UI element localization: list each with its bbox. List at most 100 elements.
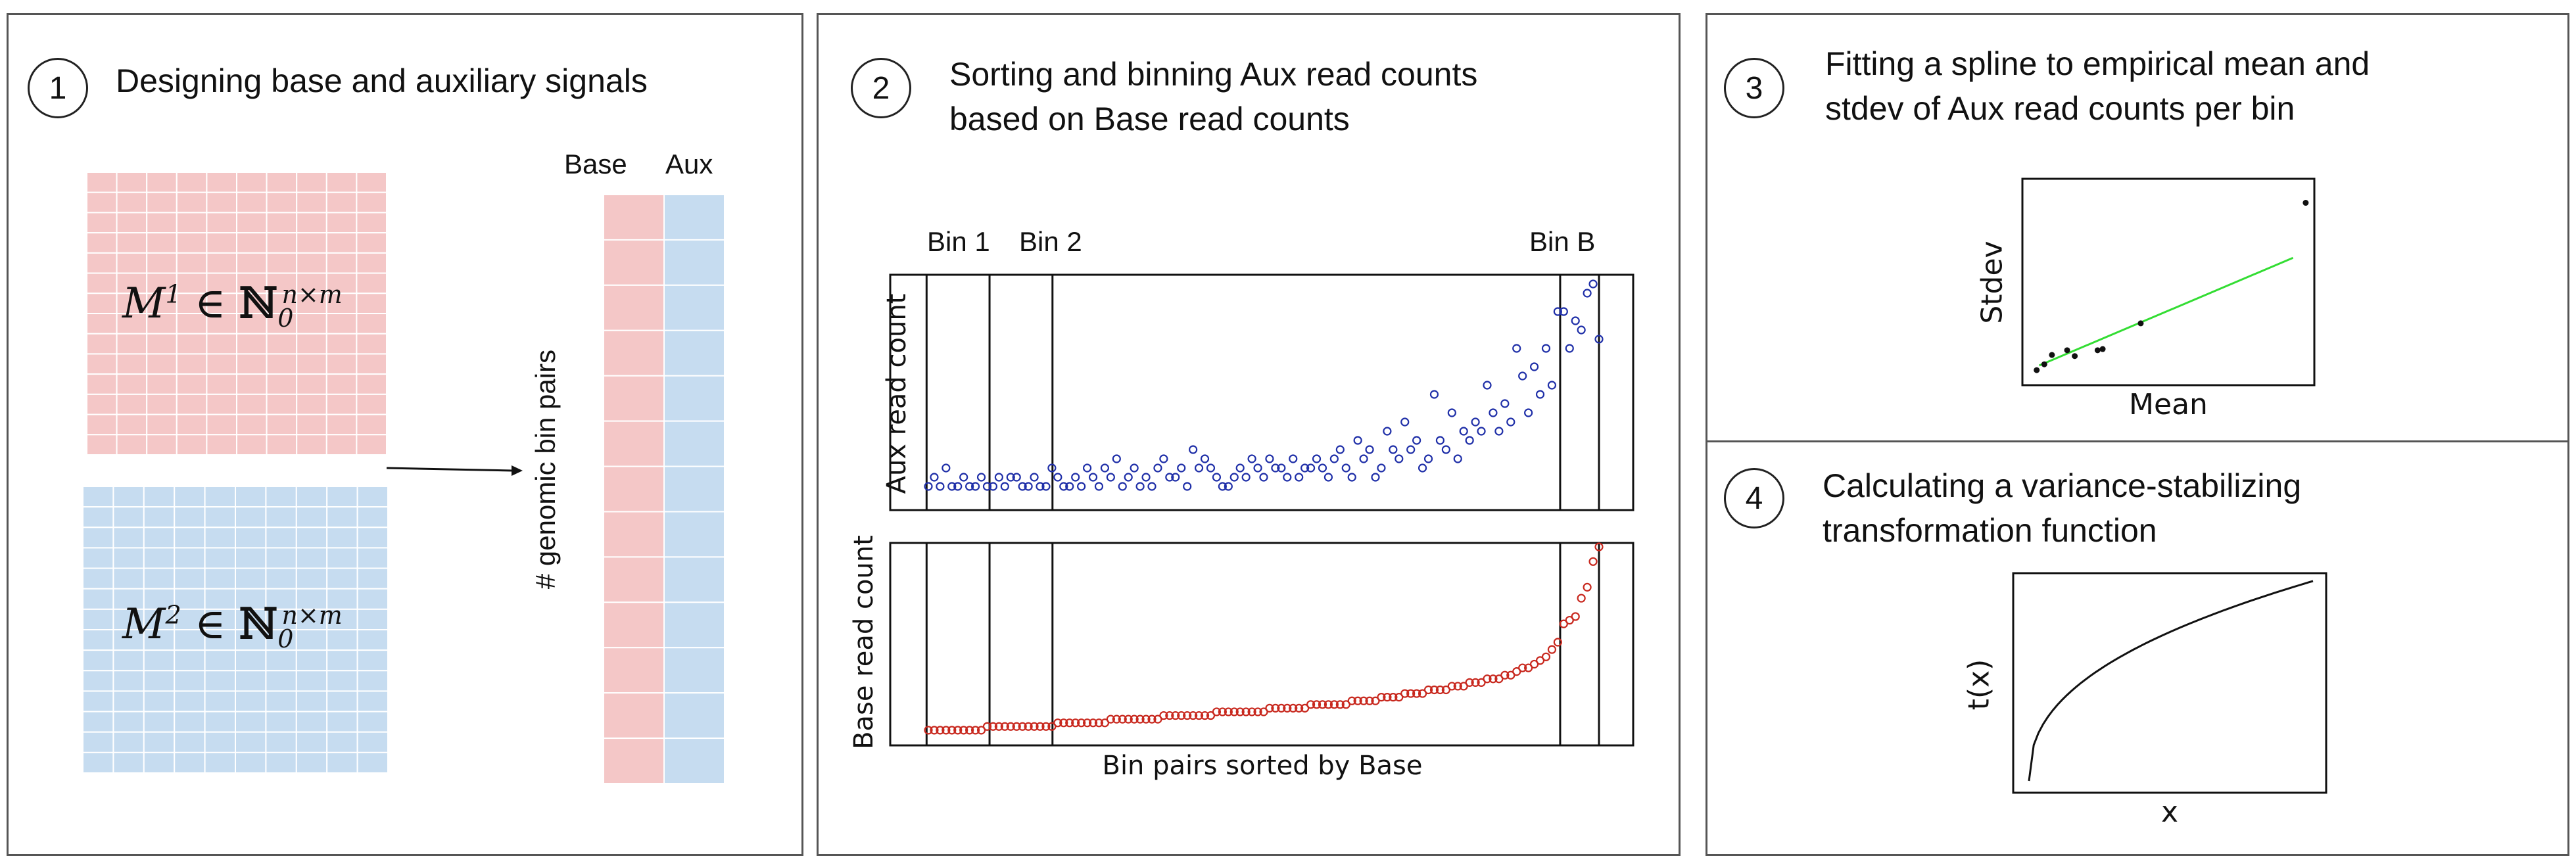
base-point <box>1553 638 1562 647</box>
aux-cell <box>663 375 725 422</box>
base-point <box>1036 722 1045 731</box>
spline-plot-frame <box>2021 177 2316 387</box>
base-point <box>1077 718 1086 728</box>
matrix-cell <box>236 191 268 214</box>
base-point <box>1412 689 1421 698</box>
base-point <box>982 722 992 731</box>
aux-point <box>1406 445 1416 454</box>
matrix-cell <box>176 272 208 294</box>
aux-point <box>1329 454 1339 463</box>
base-point <box>1183 711 1192 720</box>
matrix-cell <box>356 547 389 569</box>
base-point <box>1318 700 1327 709</box>
base-point <box>1229 707 1239 716</box>
matrix-cell <box>206 191 237 214</box>
aux-cell <box>663 284 725 331</box>
aux-point <box>924 482 933 491</box>
base-point <box>1329 700 1339 709</box>
matrix-m2 <box>82 486 389 774</box>
base-point <box>1006 722 1015 731</box>
matrix-cell <box>325 191 358 214</box>
matrix-cell <box>356 506 389 528</box>
aux-point <box>1553 307 1562 316</box>
base-point <box>1000 722 1009 731</box>
matrix-cell <box>176 313 208 335</box>
mean-stdev-point <box>2094 347 2101 354</box>
aux-point <box>1141 473 1151 482</box>
aux-point <box>1489 408 1498 417</box>
mean-stdev-point <box>2137 320 2144 327</box>
matrix-cell <box>204 527 237 549</box>
aux-point <box>1506 417 1515 427</box>
aux-point <box>1289 454 1298 463</box>
matrix-cell <box>143 670 176 692</box>
aux-point <box>1518 371 1527 381</box>
base-cell <box>603 239 665 286</box>
aux-point <box>1583 289 1592 298</box>
aux-point <box>1177 463 1186 473</box>
step-3-circle: 3 <box>1724 58 1784 118</box>
matrix-cell <box>295 588 328 610</box>
base-point <box>1088 718 1098 728</box>
aux-point <box>1030 473 1039 482</box>
matrix-cell <box>174 608 206 630</box>
step-4-circle: 4 <box>1724 468 1784 528</box>
panel2-xlabel: Bin pairs sorted by Base <box>1102 751 1423 781</box>
base-point <box>1283 703 1292 713</box>
aux-point <box>1194 463 1204 473</box>
matrix-cell <box>296 313 327 335</box>
base-point <box>1241 707 1251 716</box>
base-point <box>1500 670 1510 680</box>
aux-point <box>1465 436 1474 445</box>
base-point <box>1041 722 1051 731</box>
base-point <box>1588 557 1598 566</box>
aux-point <box>1130 463 1139 473</box>
aux-point <box>1165 473 1174 482</box>
matrix-cell <box>236 353 268 375</box>
base-point <box>1406 689 1416 698</box>
base-cell <box>603 692 665 739</box>
panel3-title-line2: stdev of Aux read counts per bin <box>1825 90 2295 127</box>
matrix-cell <box>265 486 297 508</box>
aux-point <box>1547 381 1557 390</box>
aux-point <box>1183 482 1192 491</box>
matrix-cell <box>176 353 208 375</box>
matrix-cell <box>235 690 267 713</box>
aux-point <box>1053 473 1062 482</box>
base-point <box>1165 711 1174 720</box>
aux-point <box>1347 473 1356 482</box>
aux-point <box>1524 408 1533 417</box>
matrix-cell <box>326 690 358 713</box>
base-point <box>1106 715 1115 724</box>
matrix-cell <box>356 434 388 456</box>
matrix-cell <box>82 731 114 753</box>
matrix-cell <box>174 649 206 672</box>
matrix-cell <box>296 252 327 274</box>
base-point <box>1518 663 1527 672</box>
aux-point <box>982 482 992 491</box>
matrix-cell <box>265 751 297 774</box>
panel4-title-line1: Calculating a variance-stabilizing <box>1823 467 2302 504</box>
base-point <box>1353 696 1362 705</box>
aux-point <box>1047 463 1057 473</box>
base-point <box>1059 718 1068 728</box>
matrix-cell <box>356 567 389 590</box>
aux-cell <box>663 420 725 467</box>
base-point <box>1400 689 1410 698</box>
base-cell <box>603 375 665 422</box>
matrix-cell <box>116 293 148 314</box>
matrix-cell <box>236 373 268 395</box>
aux-point <box>1212 473 1222 482</box>
base-point <box>1453 682 1462 691</box>
aux-point <box>1206 463 1216 473</box>
matrix-cell <box>116 272 148 294</box>
aux-point <box>988 482 998 491</box>
matrix-cell <box>295 690 328 713</box>
aux-point <box>1124 473 1133 482</box>
matrix-cell <box>176 212 208 234</box>
matrix-cell <box>265 670 297 692</box>
matrix-cell <box>356 232 388 254</box>
base-point <box>1471 678 1480 687</box>
panel2-title-line1: Sorting and binning Aux read counts <box>949 56 1478 93</box>
aux-point <box>1271 463 1280 473</box>
